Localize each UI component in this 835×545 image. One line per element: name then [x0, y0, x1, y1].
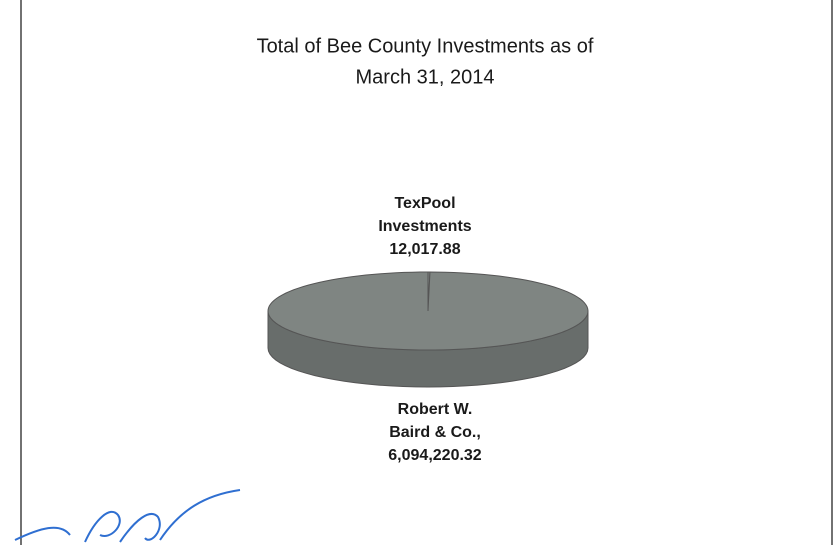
chart-title: Total of Bee County Investments as of: [257, 35, 594, 57]
value-label: 6,094,220.32: [388, 447, 482, 464]
slice-label: Baird & Co.,: [389, 424, 481, 441]
slice-label: Robert W.: [398, 401, 473, 418]
chart-title: March 31, 2014: [356, 66, 495, 88]
pie-slice: [267, 271, 589, 351]
signature: [14, 489, 241, 543]
value-label: 12,017.88: [389, 241, 460, 258]
chart-frame: [20, 0, 833, 545]
slice-label: TexPool: [394, 195, 455, 212]
slice-label: Investments: [378, 218, 471, 235]
